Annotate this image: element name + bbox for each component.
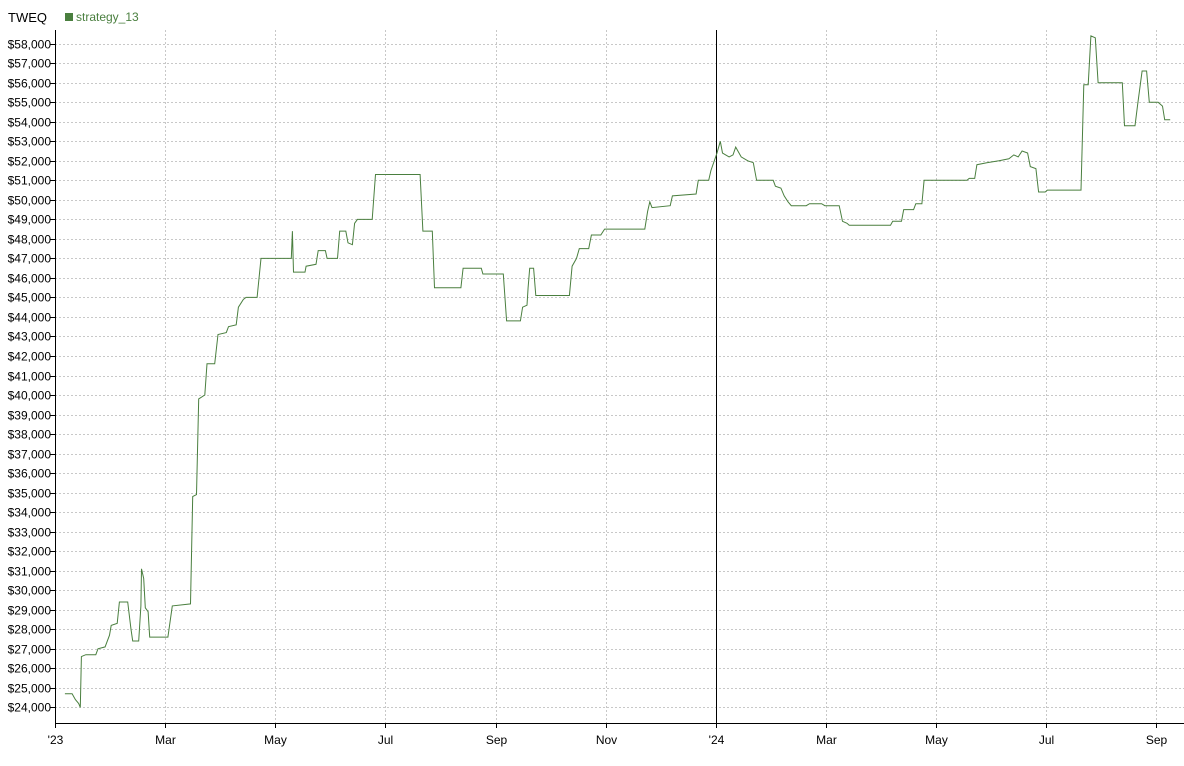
y-tick-label: $55,000 xyxy=(8,96,52,110)
y-tick-label: $40,000 xyxy=(8,389,52,403)
y-tick-label: $56,000 xyxy=(8,77,52,91)
x-tick-label: Mar xyxy=(816,733,837,747)
grid xyxy=(55,30,1184,723)
y-tick-label: $36,000 xyxy=(8,467,52,481)
y-tick-label: $50,000 xyxy=(8,194,52,208)
symbol-title: TWEQ xyxy=(8,9,47,25)
y-tick-label: $35,000 xyxy=(8,487,52,501)
y-tick-label: $44,000 xyxy=(8,311,52,325)
series-layer xyxy=(64,35,1171,708)
x-tick-label: '24 xyxy=(709,733,725,747)
legend-item-strategy-13[interactable]: strategy_13 xyxy=(65,10,139,24)
x-tick-label: Nov xyxy=(596,733,617,747)
y-tick-label: $52,000 xyxy=(8,155,52,169)
x-tick-label: May xyxy=(925,733,948,747)
y-tick-label: $54,000 xyxy=(8,116,52,130)
y-tick-label: $34,000 xyxy=(8,506,52,520)
y-tick-label: $43,000 xyxy=(8,330,52,344)
x-tick-label: Jul xyxy=(378,733,393,747)
y-tick-label: $49,000 xyxy=(8,213,52,227)
axes: $24,000 $25,000 $26,000 $27,000 $28,000 $29,0… xyxy=(8,30,1184,747)
y-tick-label: $47,000 xyxy=(8,252,52,266)
y-tick-label: $24,000 xyxy=(8,701,52,715)
x-tick-label: '23 xyxy=(48,733,64,747)
x-tick-label: May xyxy=(264,733,287,747)
x-tick-label: Jul xyxy=(1039,733,1054,747)
y-tick-label: $42,000 xyxy=(8,350,52,364)
y-tick-label: $37,000 xyxy=(8,448,52,462)
y-tick-label: $30,000 xyxy=(8,584,52,598)
y-tick-label: $39,000 xyxy=(8,409,52,423)
y-tick-label: $28,000 xyxy=(8,623,52,637)
y-tick-label: $46,000 xyxy=(8,272,52,286)
y-tick-label: $45,000 xyxy=(8,291,52,305)
y-tick-label: $26,000 xyxy=(8,662,52,676)
y-tick-label: $25,000 xyxy=(8,682,52,696)
legend-label: strategy_13 xyxy=(76,10,139,24)
x-tick-label: Mar xyxy=(155,733,176,747)
y-tick-label: $32,000 xyxy=(8,545,52,559)
chart-header: TWEQ strategy_13 xyxy=(8,8,139,26)
y-tick-label: $41,000 xyxy=(8,370,52,384)
x-tick-label: Sep xyxy=(1146,733,1168,747)
y-tick-label: $38,000 xyxy=(8,428,52,442)
y-tick-label: $27,000 xyxy=(8,643,52,657)
x-tick-label: Sep xyxy=(486,733,508,747)
y-tick-label: $53,000 xyxy=(8,135,52,149)
y-tick-label: $51,000 xyxy=(8,174,52,188)
y-tick-label: $29,000 xyxy=(8,604,52,618)
y-tick-label: $31,000 xyxy=(8,565,52,579)
y-tick-label: $48,000 xyxy=(8,233,52,247)
y-tick-label: $58,000 xyxy=(8,38,52,52)
y-tick-label: $33,000 xyxy=(8,526,52,540)
y-tick-label: $57,000 xyxy=(8,57,52,71)
legend-swatch-square-icon xyxy=(65,13,73,21)
series-line-strategy-13 xyxy=(64,35,1171,708)
